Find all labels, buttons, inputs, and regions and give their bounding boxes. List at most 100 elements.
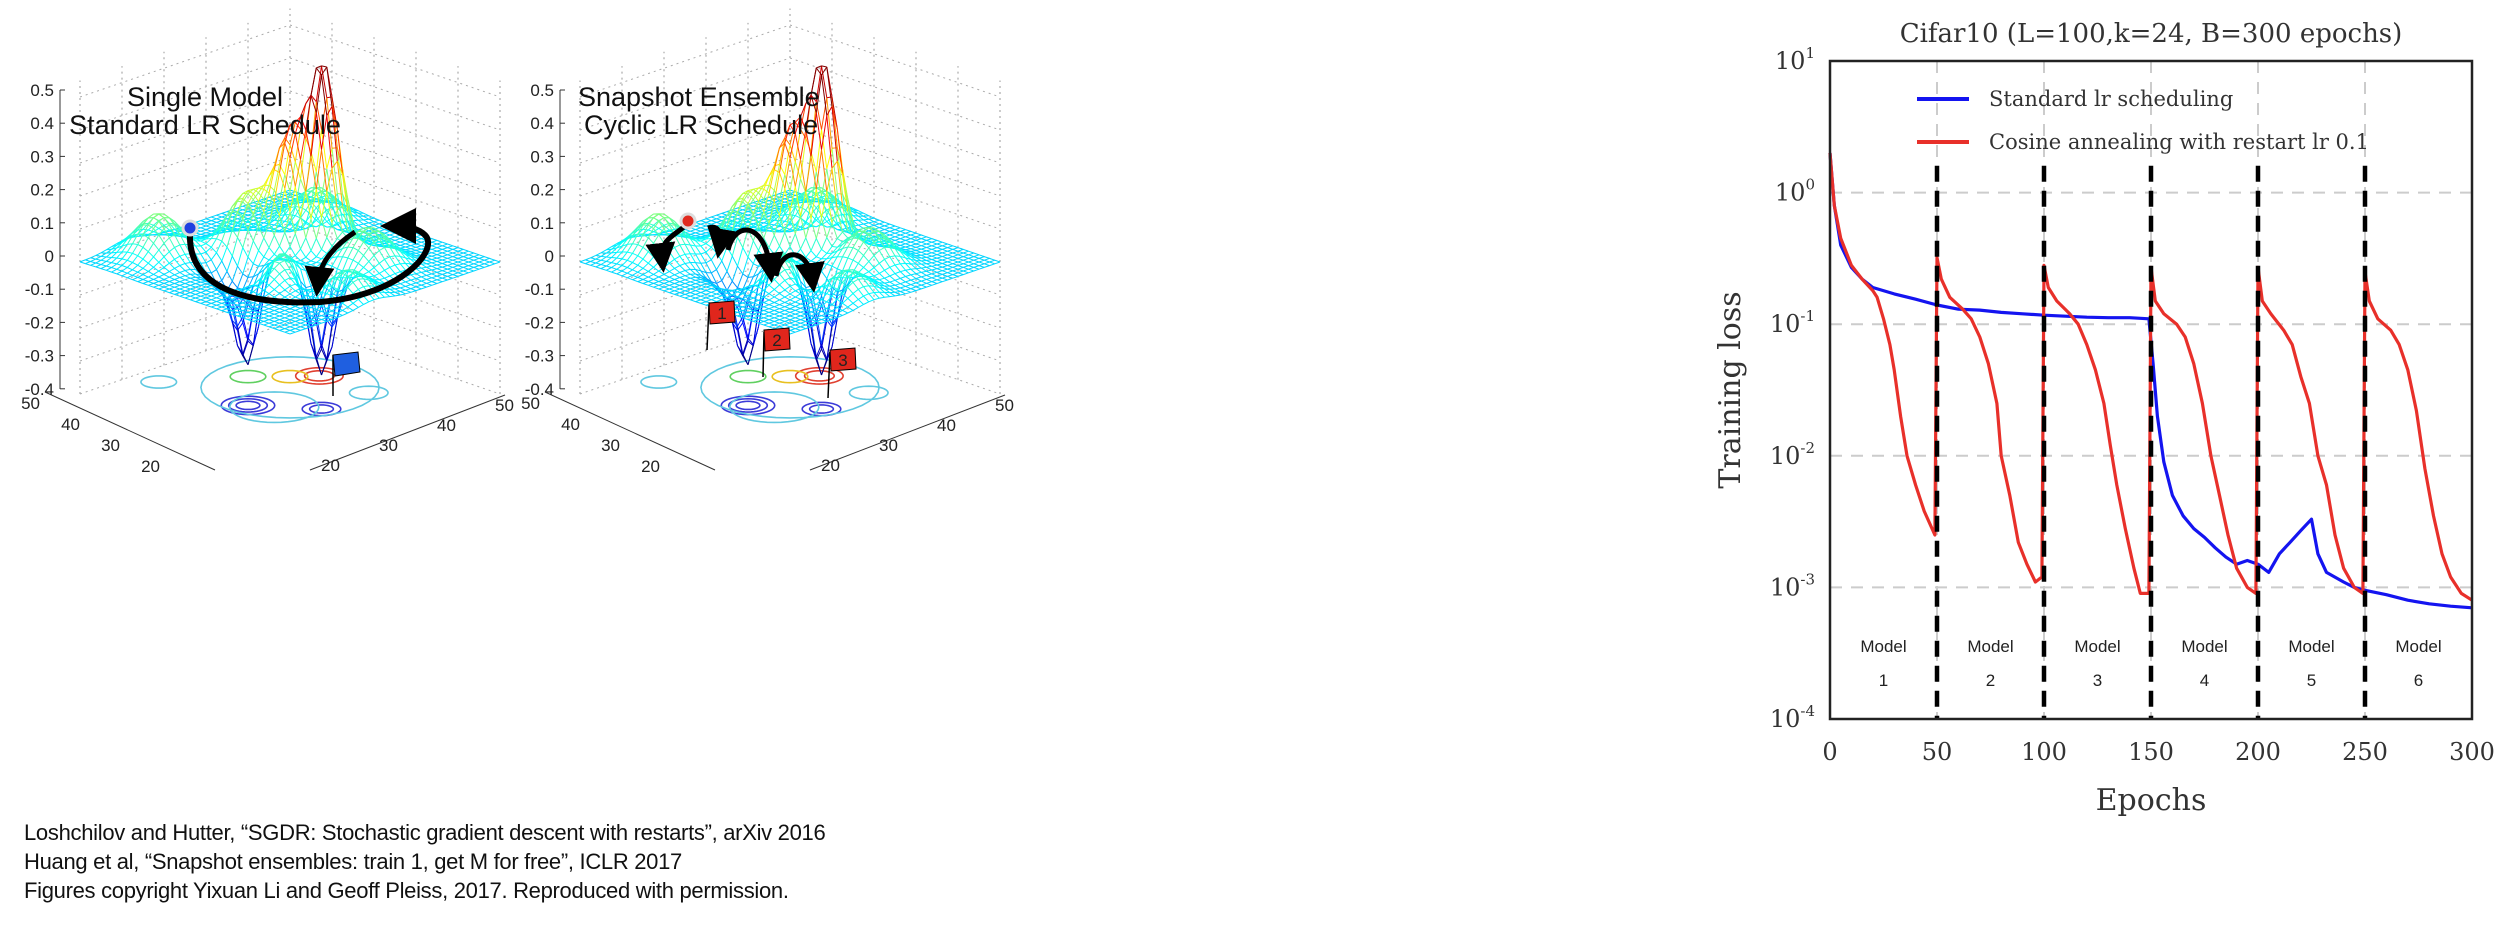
mesh-segment — [305, 320, 312, 324]
mesh-segment — [648, 282, 654, 286]
mesh-segment — [679, 255, 686, 264]
mesh-segment — [642, 234, 649, 239]
mesh-segment — [258, 201, 265, 212]
mesh-segment — [294, 263, 301, 270]
mesh-segment — [611, 252, 618, 258]
mesh-segment — [179, 255, 186, 264]
mesh-segment — [331, 256, 338, 267]
mesh-segment — [252, 213, 259, 227]
mesh-segment — [415, 267, 422, 270]
mesh-segment — [436, 279, 443, 283]
mesh-segment — [316, 322, 322, 326]
mesh-segment — [457, 250, 464, 254]
mesh-segment — [121, 251, 128, 260]
mesh-segment — [473, 263, 480, 267]
mesh-segment — [431, 279, 438, 283]
mesh-segment — [679, 233, 686, 237]
mesh-segment — [168, 247, 175, 253]
mesh-segment — [205, 259, 212, 264]
mesh-segment — [163, 228, 170, 239]
mesh-segment — [347, 306, 354, 311]
mesh-segment — [221, 296, 228, 301]
mesh-segment — [321, 249, 328, 254]
mesh-segment — [247, 300, 254, 304]
mesh-segment — [463, 250, 469, 254]
mesh-segment — [690, 273, 696, 278]
mesh-segment — [305, 305, 312, 308]
mesh-segment — [590, 254, 597, 259]
mesh-segment — [284, 269, 291, 278]
mesh-segment — [642, 281, 649, 284]
mesh-segment — [373, 262, 380, 269]
mesh-segment — [232, 311, 238, 315]
mesh-segment — [106, 257, 112, 262]
mesh-segment — [431, 261, 438, 264]
mesh-segment — [468, 270, 474, 274]
mesh-segment — [590, 262, 596, 266]
mesh-segment — [389, 292, 396, 297]
mesh-segment — [174, 292, 180, 295]
mesh-segment — [168, 217, 175, 226]
mesh-segment — [274, 169, 280, 174]
mesh-segment — [421, 286, 427, 290]
mesh-segment — [284, 142, 291, 159]
mesh-segment — [336, 161, 343, 175]
mesh-segment — [436, 271, 443, 275]
mesh-segment — [142, 217, 149, 226]
mesh-segment — [221, 211, 228, 214]
mesh-segment — [378, 263, 385, 271]
mesh-segment — [200, 229, 207, 232]
mesh-segment — [258, 228, 264, 232]
mesh-segment — [452, 263, 459, 267]
mesh-segment — [331, 106, 338, 129]
mesh-segment — [310, 260, 317, 263]
mesh-segment — [216, 306, 222, 310]
mesh-segment — [310, 324, 317, 328]
mesh-segment — [684, 263, 691, 270]
mesh-segment — [373, 227, 380, 233]
mesh-segment — [716, 216, 722, 220]
mesh-segment — [347, 281, 354, 288]
mesh-segment — [237, 310, 243, 313]
mesh-segment — [174, 224, 181, 229]
mesh-segment — [179, 286, 186, 290]
mesh-segment — [116, 251, 123, 253]
mesh-segment — [421, 266, 427, 269]
mesh-segment — [295, 307, 301, 311]
mesh-segment — [321, 319, 327, 322]
mesh-segment — [447, 261, 453, 265]
mesh-segment — [127, 277, 133, 281]
mesh-segment — [221, 310, 228, 313]
mesh-segment — [747, 240, 754, 258]
mesh-segment — [858, 223, 864, 226]
mesh-segment — [195, 299, 201, 303]
mesh-segment — [342, 287, 349, 294]
mesh-segment — [378, 291, 385, 298]
mesh-segment — [347, 211, 354, 233]
mesh-segment — [399, 263, 406, 271]
mesh-segment — [232, 216, 238, 220]
grid-line — [579, 24, 1001, 98]
mesh-segment — [674, 258, 681, 266]
mesh-segment — [216, 222, 223, 232]
mesh-segment — [200, 292, 207, 295]
mesh-segment — [284, 313, 291, 317]
mesh-segment — [384, 266, 391, 271]
mesh-segment — [378, 258, 385, 264]
mesh-segment — [447, 274, 453, 277]
mesh-segment — [779, 245, 786, 255]
grid-line — [79, 123, 501, 197]
mesh-segment — [279, 320, 285, 324]
right-axis-tick-label: 50 — [495, 396, 514, 415]
mesh-segment — [163, 262, 170, 268]
mesh-segment — [421, 278, 427, 282]
mesh-segment — [195, 269, 202, 276]
mesh-segment — [179, 270, 186, 273]
mesh-segment — [226, 271, 233, 282]
mesh-segment — [116, 242, 123, 249]
mesh-segment — [310, 319, 317, 322]
mesh-segment — [184, 254, 191, 263]
mesh-segment — [232, 302, 238, 306]
mesh-segment — [232, 308, 238, 312]
mesh-segment — [674, 284, 680, 288]
